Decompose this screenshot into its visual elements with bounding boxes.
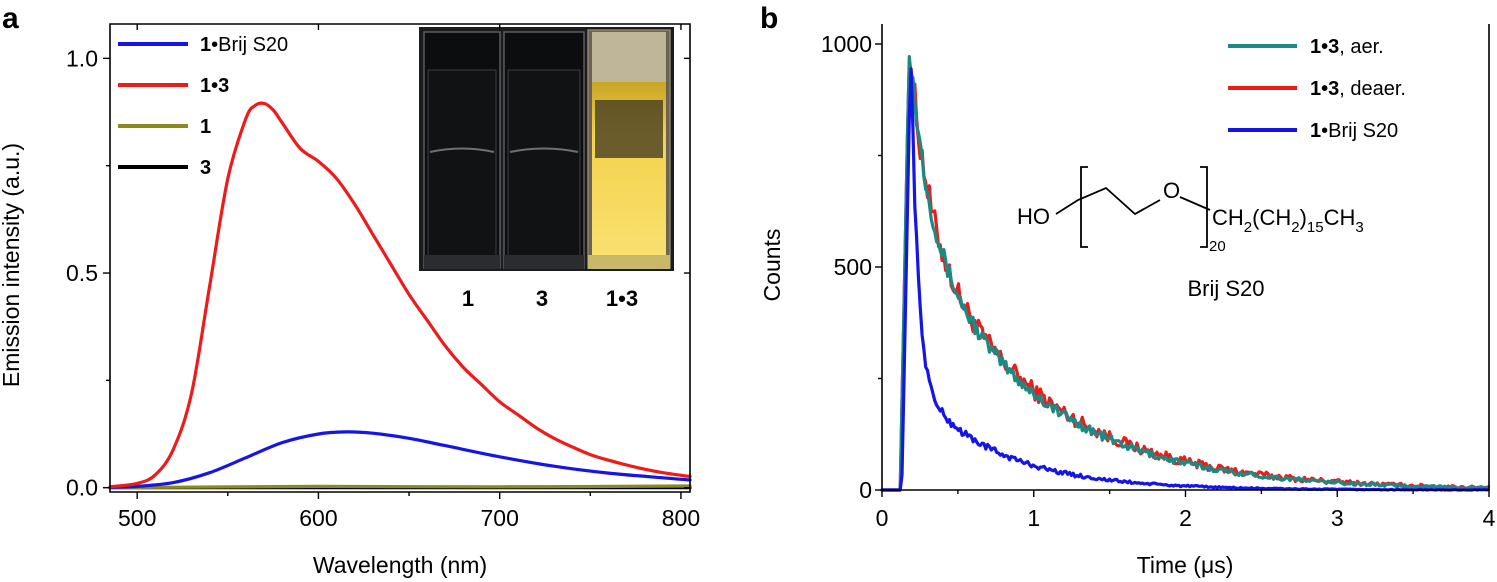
inset-label-1: 1 — [462, 286, 474, 311]
legend-label-a: 1•Brij S20 — [200, 34, 288, 56]
y-tick-label-a: 0.5 — [66, 260, 98, 286]
x-tick-label-b: 1 — [1027, 505, 1040, 531]
series-a-1 — [108, 484, 692, 490]
structure-name: Brij S20 — [1187, 276, 1264, 301]
legend-label-b: 1•3, aer. — [1310, 36, 1384, 58]
x-axis-title-b: Time (μs) — [1137, 552, 1234, 578]
x-tick-label-a: 700 — [481, 505, 519, 531]
chart-b: 0 1 2 3 4 0 500 1000 1•3, aer. 1•3, deaer. 1•Brij… — [759, 24, 1496, 578]
series-a-1-3 — [108, 101, 692, 489]
legend-label-a: 1•3 — [200, 75, 229, 97]
inset-label-3: 3 — [536, 286, 548, 311]
x-axis-title-a: Wavelength (nm) — [313, 552, 487, 578]
x-tick-label-a: 500 — [118, 505, 156, 531]
inset-label-1-3: 1•3 — [606, 286, 638, 311]
y-axis-title-a: Emission intensity (a.u.) — [0, 143, 24, 387]
x-tick-label-b: 4 — [1483, 505, 1496, 531]
x-tick-label-b: 0 — [876, 505, 889, 531]
y-tick-label-b: 0 — [859, 477, 872, 503]
x-tick-label-a: 600 — [299, 505, 337, 531]
chart-a: 1 3 1•3 500 600 700 800 0.0 0.5 1.0 1•Brij S20… — [0, 23, 700, 578]
structure-n: 20 — [1209, 238, 1226, 255]
panel-label-a: a — [2, 2, 19, 35]
structure-ho: HO — [1017, 204, 1050, 229]
structure-ch2: CH2(CH2)15CH3 — [1212, 205, 1364, 236]
x-tick-label-b: 2 — [1179, 505, 1192, 531]
legend-label-b: 1•3, deaer. — [1310, 78, 1406, 100]
legend-label-a: 3 — [200, 157, 211, 179]
y-axis-title-b: Counts — [759, 229, 785, 302]
y-tick-label-b: 500 — [834, 254, 872, 280]
legend-label-b: 1•Brij S20 — [1310, 120, 1398, 142]
x-tick-label-b: 3 — [1331, 505, 1344, 531]
panel-label-b: b — [760, 2, 778, 35]
y-tick-label-a: 0.0 — [66, 475, 98, 501]
legend-label-a: 1 — [200, 116, 211, 138]
x-tick-label-a: 800 — [662, 505, 700, 531]
y-tick-label-a: 1.0 — [66, 45, 98, 71]
y-tick-label-b: 1000 — [821, 31, 872, 57]
plot-frame-a — [109, 23, 691, 493]
structure-o: O — [1163, 178, 1180, 203]
cuvette-photo-inset: 1 3 1•3 — [419, 27, 674, 311]
series-a-1-brij-s20 — [108, 430, 692, 489]
series-b-1-3-aer — [880, 55, 1490, 492]
brij-s20-structure: HO O 20 CH2(CH2)15CH3 Brij S20 — [1017, 166, 1364, 301]
